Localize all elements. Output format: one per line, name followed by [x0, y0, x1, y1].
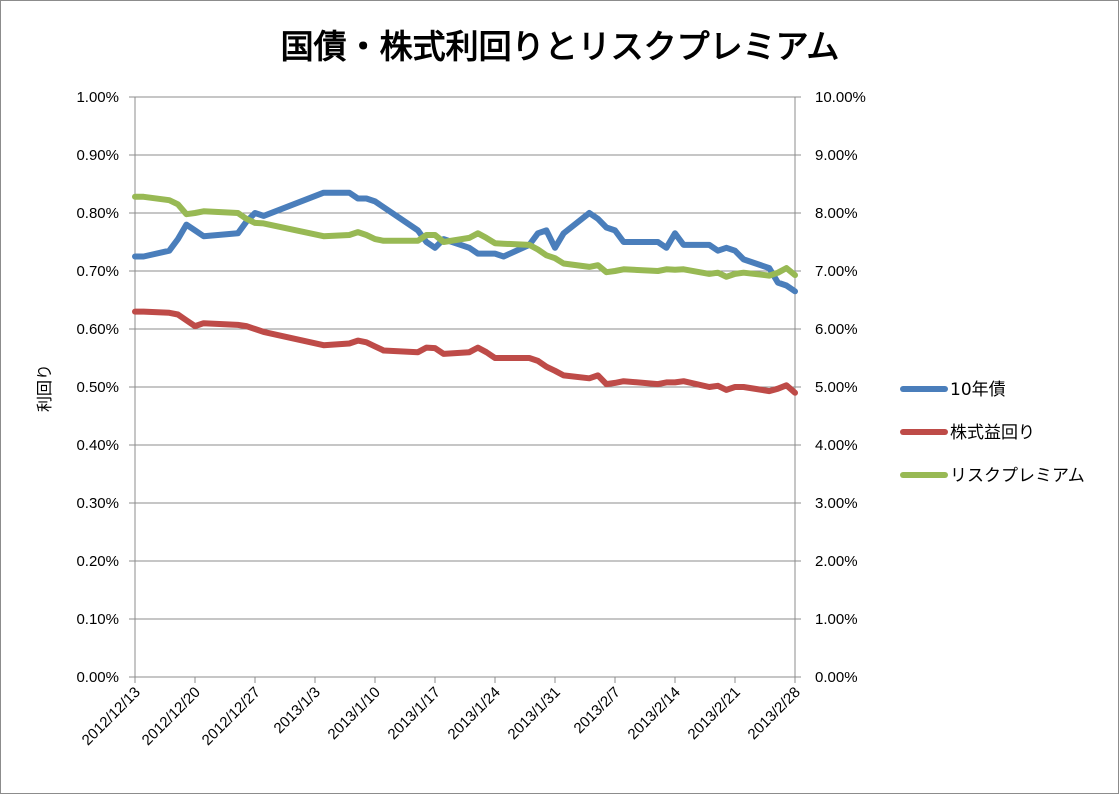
- y-axis-right-ticks: 0.00% 1.00% 2.00% 3.00% 4.00% 5.00% 6.00% 7.00%…: [795, 89, 866, 686]
- x-tick-label: 2013/1/31: [505, 684, 564, 743]
- x-tick-label: 2012/12/20: [139, 684, 204, 749]
- y-tick-label-left: 0.60%: [76, 321, 119, 338]
- y-tick-label-right: 3.00%: [815, 495, 858, 512]
- legend-label: 10年債: [950, 380, 1006, 400]
- x-tick-label: 2013/2/28: [745, 684, 804, 743]
- series-line-0: [132, 189, 798, 295]
- y-tick-label-left: 0.80%: [76, 205, 119, 222]
- y-tick-label-left: 0.10%: [76, 611, 119, 628]
- y-tick-label-right: 0.00%: [815, 669, 858, 686]
- y-tick-label-right: 9.00%: [815, 147, 858, 164]
- x-tick-label: 2013/2/14: [625, 684, 684, 743]
- x-tick-label: 2012/12/27: [199, 684, 264, 749]
- x-tick-label: 2013/1/24: [445, 684, 504, 743]
- y-tick-label-right: 7.00%: [815, 263, 858, 280]
- chart-title: 国債・株式利回りとリスクプレミアム: [281, 27, 840, 66]
- x-tick-label: 2013/2/21: [685, 684, 744, 743]
- legend-label: リスクプレミアム: [950, 466, 1085, 486]
- y-tick-label-left: 0.90%: [76, 147, 119, 164]
- series-line-1: [132, 308, 798, 396]
- legend-label: 株式益回り: [950, 423, 1035, 443]
- y-axis-left-ticks: 0.00% 0.10% 0.20% 0.30% 0.40% 0.50% 0.60% 0.70%…: [76, 89, 135, 686]
- y-tick-label-left: 0.30%: [76, 495, 119, 512]
- y-tick-label-left: 0.70%: [76, 263, 119, 280]
- y-tick-label-left: 1.00%: [76, 89, 119, 106]
- x-tick-label: 2013/1/3: [271, 684, 324, 737]
- y-tick-label-left: 0.20%: [76, 553, 119, 570]
- series-line-2: [132, 193, 798, 280]
- x-tick-label: 2012/12/13: [79, 684, 144, 749]
- y-tick-label-left: 0.50%: [76, 379, 119, 396]
- y-tick-label-right: 10.00%: [815, 89, 866, 106]
- y-tick-label-right: 5.00%: [815, 379, 858, 396]
- y-tick-label-left: 0.40%: [76, 437, 119, 454]
- x-tick-label: 2013/1/17: [385, 684, 444, 743]
- y-tick-label-right: 1.00%: [815, 611, 858, 628]
- y-tick-label-right: 2.00%: [815, 553, 858, 570]
- x-tick-label: 2013/1/10: [325, 684, 384, 743]
- y-tick-label-right: 6.00%: [815, 321, 858, 338]
- y-tick-label-right: 4.00%: [815, 437, 858, 454]
- x-tick-label: 2013/2/7: [571, 684, 624, 737]
- y-tick-label-left: 0.00%: [76, 669, 119, 686]
- y-axis-label: 利回り: [35, 364, 54, 412]
- series-lines: [132, 189, 798, 396]
- y-tick-label-right: 8.00%: [815, 205, 858, 222]
